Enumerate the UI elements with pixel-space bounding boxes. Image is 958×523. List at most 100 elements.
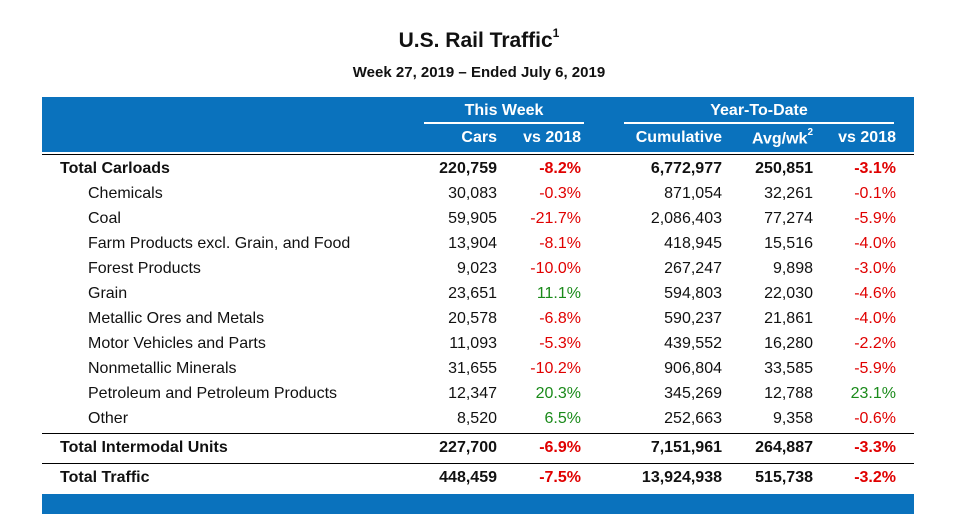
- row-name: Total Traffic: [60, 469, 150, 486]
- avg-per-week-value: 77,274: [764, 210, 813, 227]
- cars-value: 20,578: [448, 310, 497, 327]
- cumulative-value: 871,054: [664, 185, 722, 202]
- cars-value: 13,904: [448, 235, 497, 252]
- cumulative-value: 439,552: [664, 335, 722, 352]
- cumulative-value: 252,663: [664, 410, 722, 427]
- col-cumulative: Cumulative: [635, 129, 722, 146]
- cumulative-value: 13,924,938: [641, 469, 722, 486]
- title-footnote-marker: 1: [552, 26, 560, 40]
- vs2018-ytd-value: -2.2%: [854, 335, 896, 352]
- group-year-to-date: Year-To-Date: [710, 102, 808, 119]
- row-name: Nonmetallic Minerals: [88, 360, 237, 377]
- avg-per-week-value: 33,585: [764, 360, 813, 377]
- vs2018-ytd-value: -4.0%: [854, 310, 896, 327]
- col-vs2018-ytd: vs 2018: [838, 129, 896, 146]
- row-name: Metallic Ores and Metals: [88, 310, 265, 327]
- table-row: Metallic Ores and Metals 20,578 -6.8% 59…: [42, 307, 914, 332]
- vs2018-week-value: -10.0%: [530, 260, 581, 277]
- cars-value: 9,023: [456, 260, 497, 277]
- vs2018-ytd-value: -5.9%: [854, 360, 896, 377]
- col-cars: Cars: [461, 129, 497, 146]
- group-year-to-date-underline: [624, 122, 894, 124]
- avgwk-footnote-marker: 2: [807, 127, 813, 138]
- cumulative-value: 6,772,977: [650, 160, 722, 177]
- table-row: Coal 59,905 -21.7% 2,086,403 77,274 -5.9…: [42, 207, 914, 232]
- table-row: Chemicals 30,083 -0.3% 871,054 32,261 -0…: [42, 182, 914, 207]
- cars-value: 11,093: [449, 335, 497, 352]
- col-vs2018-week: vs 2018: [523, 129, 581, 146]
- table-row: Farm Products excl. Grain, and Food 13,9…: [42, 232, 914, 257]
- row-name: Motor Vehicles and Parts: [88, 335, 266, 352]
- vs2018-ytd-value: -3.3%: [854, 439, 896, 456]
- cumulative-value: 418,945: [664, 235, 722, 252]
- row-name: Farm Products excl. Grain, and Food: [88, 235, 351, 252]
- vs2018-week-value: -10.2%: [530, 360, 581, 377]
- cumulative-value: 267,247: [664, 260, 722, 277]
- row-name: Coal: [88, 210, 121, 227]
- table-row: Forest Products 9,023 -10.0% 267,247 9,8…: [42, 257, 914, 282]
- vs2018-week-value: -6.8%: [539, 310, 581, 327]
- row-name: Chemicals: [88, 185, 163, 202]
- cars-value: 227,700: [439, 439, 497, 456]
- avg-per-week-value: 9,358: [772, 410, 813, 427]
- cars-value: 448,459: [439, 469, 497, 486]
- vs2018-week-value: 20.3%: [535, 385, 581, 402]
- cumulative-value: 590,237: [664, 310, 722, 327]
- table-row: Nonmetallic Minerals 31,655 -10.2% 906,8…: [42, 357, 914, 382]
- cars-value: 59,905: [448, 210, 497, 227]
- table-row: Motor Vehicles and Parts 11,093 -5.3% 43…: [42, 332, 914, 357]
- vs2018-ytd-value: -0.1%: [854, 185, 896, 202]
- vs2018-ytd-value: 23.1%: [850, 385, 896, 402]
- avg-per-week-value: 21,861: [764, 310, 813, 327]
- row-name: Total Intermodal Units: [60, 439, 228, 456]
- cumulative-value: 594,803: [664, 285, 722, 302]
- vs2018-week-value: -0.3%: [539, 185, 581, 202]
- group-this-week-underline: [424, 122, 584, 124]
- row-name: Other: [88, 410, 129, 427]
- cumulative-value: 345,269: [664, 385, 722, 402]
- cars-value: 30,083: [448, 185, 497, 202]
- vs2018-ytd-value: -4.0%: [854, 235, 896, 252]
- avg-per-week-value: 22,030: [764, 285, 813, 302]
- divider-intermodal: [42, 433, 914, 434]
- table-subtitle: Week 27, 2019 – Ended July 6, 2019: [352, 64, 606, 81]
- vs2018-ytd-value: -4.6%: [854, 285, 896, 302]
- divider-top: [42, 154, 914, 155]
- group-this-week: This Week: [464, 102, 544, 119]
- avg-per-week-value: 12,788: [764, 385, 813, 402]
- cumulative-value: 906,804: [664, 360, 722, 377]
- vs2018-week-value: -5.3%: [539, 335, 581, 352]
- row-name: Forest Products: [88, 260, 201, 277]
- avg-per-week-value: 16,280: [764, 335, 813, 352]
- vs2018-week-value: -6.9%: [539, 439, 581, 456]
- vs2018-week-value: -7.5%: [539, 469, 581, 486]
- table-row: Total Traffic 448,459 -7.5% 13,924,938 5…: [42, 466, 914, 491]
- divider-total: [42, 463, 914, 464]
- avg-per-week-value: 250,851: [755, 160, 813, 177]
- vs2018-ytd-value: -3.0%: [854, 260, 896, 277]
- avg-per-week-value: 32,261: [764, 185, 813, 202]
- cumulative-value: 2,086,403: [650, 210, 722, 227]
- row-name: Total Carloads: [60, 160, 170, 177]
- cars-value: 31,655: [448, 360, 497, 377]
- cars-value: 23,651: [448, 285, 497, 302]
- avg-per-week-value: 15,516: [764, 235, 813, 252]
- table-footer-band: [42, 494, 914, 514]
- avg-per-week-value: 9,898: [772, 260, 813, 277]
- cumulative-value: 7,151,961: [650, 439, 722, 456]
- vs2018-week-value: -21.7%: [530, 210, 581, 227]
- cars-value: 220,759: [439, 160, 497, 177]
- row-name: Petroleum and Petroleum Products: [88, 385, 338, 402]
- vs2018-ytd-value: -0.6%: [854, 410, 896, 427]
- table-row: Other 8,520 6.5% 252,663 9,358 -0.6%: [42, 407, 914, 432]
- table-title: U.S. Rail Traffic1: [398, 26, 560, 52]
- cars-value: 8,520: [456, 410, 497, 427]
- avg-per-week-value: 264,887: [755, 439, 813, 456]
- cars-value: 12,347: [448, 385, 497, 402]
- vs2018-week-value: -8.2%: [539, 160, 581, 177]
- col-avg-per-week: Avg/wk2: [752, 127, 813, 148]
- table-header: This Week Year-To-Date Cars vs 2018 Cumu…: [42, 97, 914, 152]
- table-row: Total Carloads 220,759 -8.2% 6,772,977 2…: [42, 157, 914, 182]
- row-name: Grain: [88, 285, 128, 302]
- vs2018-week-value: 6.5%: [544, 410, 581, 427]
